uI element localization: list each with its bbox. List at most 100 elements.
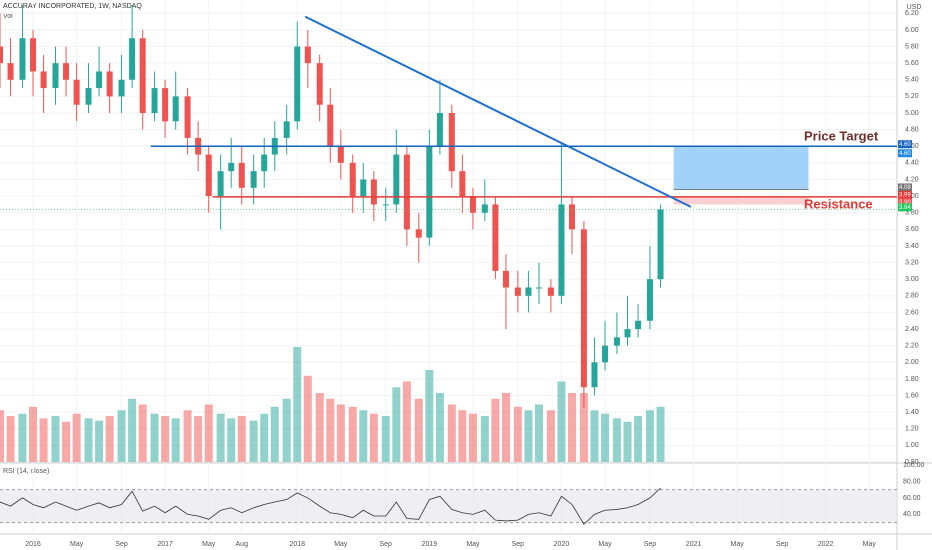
candle-body [129, 38, 136, 80]
candle-body [0, 46, 3, 64]
volume-bar [513, 406, 522, 462]
volume-bar [249, 420, 258, 462]
volume-bar [0, 410, 4, 462]
volume-bar [402, 381, 411, 462]
volume-bar [447, 404, 456, 462]
candle-body [481, 204, 488, 213]
volume-bar [590, 410, 599, 462]
y-tick-label: 1.60 [905, 392, 919, 399]
price-label-box [898, 183, 912, 192]
volume-bar [557, 381, 566, 462]
x-tick-label: Sep [776, 541, 789, 548]
y-tick-label: 4.20 [905, 176, 919, 183]
price-label-box [898, 149, 912, 158]
candle-body [151, 88, 158, 114]
volume-bar [425, 370, 434, 462]
y-tick-label: 1.20 [905, 426, 919, 433]
volume-bar [468, 413, 477, 462]
x-tick-label: 2020 [554, 541, 570, 548]
volume-bar [601, 413, 610, 462]
candle-body [569, 204, 576, 230]
rsi-tick-label: 60.00 [903, 495, 921, 502]
candle-body [228, 162, 235, 172]
y-tick-label: 3.60 [905, 226, 919, 233]
x-tick-label: Sep [512, 541, 525, 548]
candle-body [96, 71, 103, 89]
x-tick-label: May [466, 541, 480, 548]
price-label-box [898, 198, 912, 207]
candle-body [30, 38, 37, 72]
x-tick-label: 2018 [289, 541, 305, 548]
price-target-line-label: Price Target [804, 129, 879, 144]
y-tick-label: 5.80 [905, 43, 919, 50]
x-tick-label: May [863, 541, 877, 548]
y-tick-label: 5.60 [905, 60, 919, 67]
volume-bar [534, 404, 543, 462]
candle-body [250, 171, 257, 188]
y-tick-label: 4.80 [905, 126, 919, 133]
candle-body [403, 154, 410, 230]
candle-body [172, 96, 179, 122]
candle-body [19, 38, 26, 80]
candle-body [459, 171, 466, 197]
trendline [304, 15, 692, 208]
volume-bar [6, 416, 15, 462]
chart-title: ACCURAY INCORPORATED, 1W, NASDAQ [3, 3, 142, 10]
x-tick-label: Aug [236, 541, 249, 548]
y-tick-label: 2.40 [905, 326, 919, 333]
volume-bar [656, 406, 665, 462]
candle-body [73, 79, 80, 105]
volume-bar [117, 410, 126, 462]
candle-body [360, 179, 367, 197]
candle-body [613, 337, 620, 346]
volume-bar [95, 420, 104, 462]
price-label: 4.60 [899, 151, 911, 157]
volume-bar [348, 406, 357, 462]
volume-bar [392, 387, 401, 462]
x-tick-label: May [334, 541, 348, 548]
price-label-box [898, 140, 912, 149]
x-tick-label: 2019 [422, 541, 438, 548]
y-tick-label: 2.00 [905, 359, 919, 366]
volume-bar [359, 410, 368, 462]
candle-body [558, 204, 565, 296]
price-label: 3.99 [899, 193, 911, 199]
volume-bar [612, 418, 621, 462]
candle-body [40, 71, 47, 89]
y-tick-label: 1.00 [905, 442, 919, 449]
x-tick-label: 2016 [25, 541, 41, 548]
candle-body [602, 345, 609, 363]
y-tick-label: 3.00 [905, 276, 919, 283]
y-tick-label: 5.20 [905, 93, 919, 100]
volume-bar [29, 406, 38, 462]
volume-bar [260, 413, 269, 462]
x-tick-label: May [731, 541, 745, 548]
price-label: 4.08 [899, 185, 911, 191]
candle-body [514, 287, 521, 296]
y-tick-label: 2.60 [905, 309, 919, 316]
candle-body [415, 229, 422, 238]
candle-body [294, 46, 301, 122]
volume-bar [491, 398, 500, 462]
volume-bar [634, 416, 643, 462]
candle-body [646, 279, 653, 321]
volume-bar [293, 347, 302, 462]
volume-bar [315, 393, 324, 462]
y-tick-label: 0.80 [905, 459, 919, 466]
candle-body [162, 88, 169, 122]
rsi-label: RSI (14, close) [3, 468, 49, 475]
currency: USD [907, 4, 922, 11]
candle-body [52, 63, 59, 89]
candle-body [547, 287, 554, 296]
resistance-line-label: Resistance [804, 196, 873, 211]
volume-bar [381, 416, 390, 462]
volume-bar [369, 413, 378, 462]
volume-bar [546, 410, 555, 462]
candle-body [657, 209, 664, 280]
volume-bar [435, 393, 444, 462]
y-tick-label: 3.40 [905, 243, 919, 250]
volume-bar [105, 416, 114, 462]
x-tick-label: Sep [115, 541, 128, 548]
candle-body [635, 320, 642, 330]
